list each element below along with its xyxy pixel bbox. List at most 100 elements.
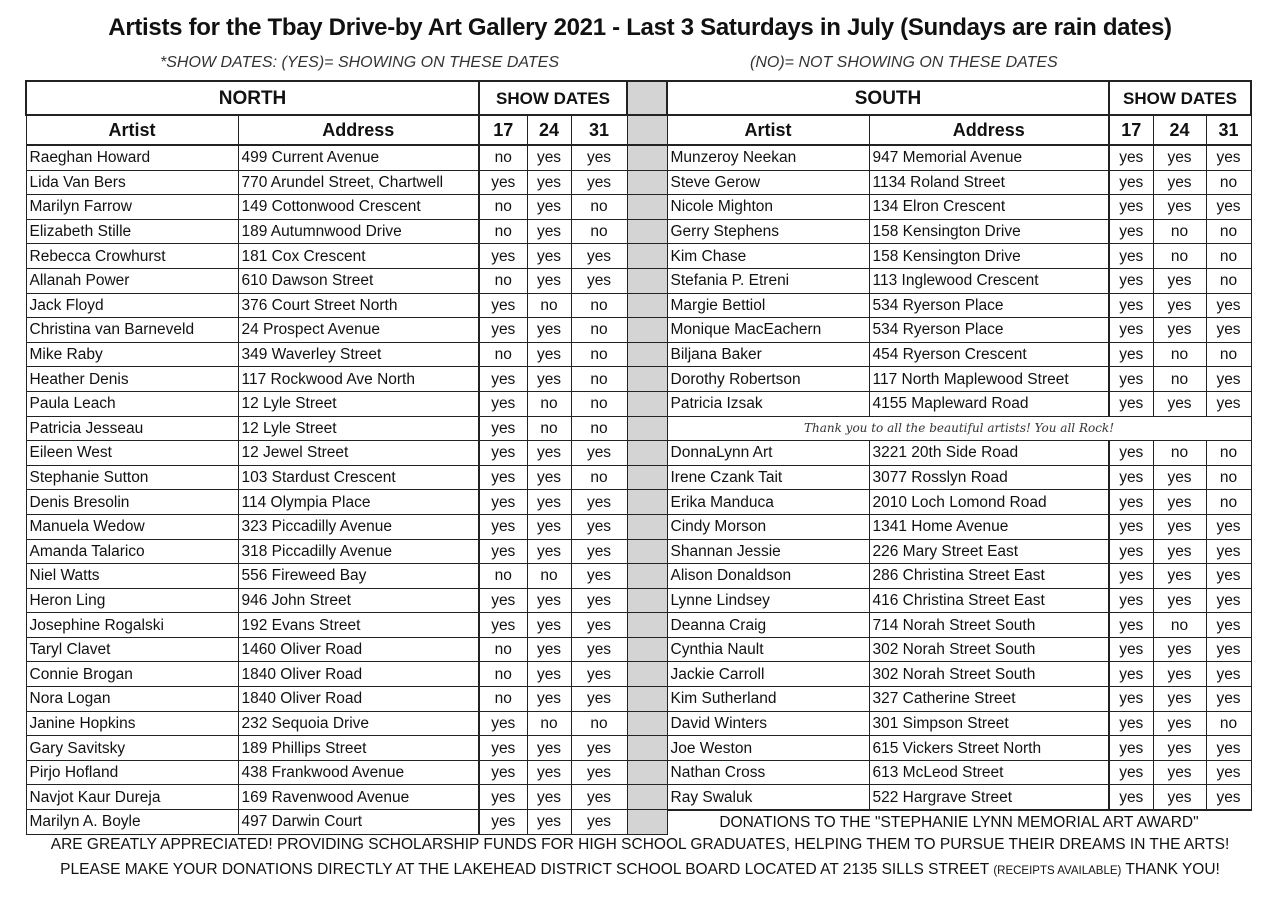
table-row: Deanna Craig 714 Norah Street South yes no y… — [666, 612, 1252, 638]
table-row: Munzeroy Neekan 947 Memorial Avenue yes yes… — [666, 144, 1252, 171]
show-24-cell: yes — [1152, 194, 1207, 220]
address-cell: 556 Fireweed Bay — [237, 563, 480, 589]
table-row: Joe Weston 615 Vickers Street North yes yes… — [666, 735, 1252, 761]
address-cell: 613 McLeod Street — [868, 759, 1110, 786]
address-cell: 232 Sequoia Drive — [237, 710, 480, 737]
separator-column — [626, 513, 668, 540]
address-cell: 134 Elron Crescent — [868, 194, 1110, 220]
column-header-17: 17 — [478, 114, 528, 146]
column-header-address: Address — [868, 114, 1110, 146]
show-24-cell: yes — [1152, 169, 1207, 196]
show-31-cell: yes — [1205, 636, 1252, 663]
table-row: DonnaLynn Art 3221 20th Side Road yes no no — [666, 440, 1252, 466]
address-cell: 158 Kensington Drive — [868, 218, 1110, 245]
show-31-cell: no — [570, 341, 628, 368]
show-31-cell: yes — [1205, 513, 1252, 540]
artist-cell: Dorothy Robertson — [666, 366, 870, 392]
show-17-cell: yes — [1108, 341, 1154, 368]
show-31-cell: yes — [570, 784, 628, 811]
artist-cell: Denis Bresolin — [25, 489, 239, 515]
separator-column — [626, 661, 668, 688]
table-row: Ray Swaluk 522 Hargrave Street yes yes yes — [666, 784, 1252, 811]
show-17-cell: yes — [1108, 267, 1154, 294]
show-17-cell: yes — [1108, 292, 1154, 319]
address-cell: 117 Rockwood Ave North — [237, 366, 480, 392]
separator-column — [626, 114, 668, 146]
artist-cell: Nicole Mighton — [666, 194, 870, 220]
show-24-cell: yes — [1152, 759, 1207, 786]
show-17-cell: yes — [478, 169, 528, 196]
table-row: Nicole Mighton 134 Elron Crescent yes yes ye… — [666, 194, 1252, 220]
artist-cell: Lynne Lindsey — [666, 587, 870, 614]
table-row: Cindy Morson 1341 Home Avenue yes yes yes — [666, 513, 1252, 540]
separator-column — [626, 341, 668, 368]
show-31-cell: yes — [570, 563, 628, 589]
separator-column — [626, 366, 668, 392]
table-row: Lynne Lindsey 416 Christina Street East ye… — [666, 587, 1252, 614]
address-cell: 12 Jewel Street — [237, 440, 480, 466]
artist-cell: Christina van Barneveld — [25, 317, 239, 343]
show-17-cell: yes — [478, 809, 528, 835]
artist-cell: Navjot Kaur Dureja — [25, 784, 239, 811]
artist-cell: Raeghan Howard — [25, 144, 239, 171]
separator-column — [626, 612, 668, 638]
artist-cell: Cindy Morson — [666, 513, 870, 540]
separator-column — [626, 759, 668, 786]
address-cell: 4155 Mapleward Road — [868, 390, 1110, 417]
show-24-cell: yes — [526, 587, 572, 614]
donations-heading: DONATIONS TO THE "STEPHANIE LYNN MEMORIA… — [667, 809, 1251, 835]
show-24-cell: no — [526, 390, 572, 417]
table-row: Raeghan Howard 499 Current Avenue no yes yes — [25, 144, 668, 171]
table-row: Denis Bresolin 114 Olympia Place yes yes yes — [25, 489, 668, 515]
address-cell: 438 Frankwood Avenue — [237, 759, 480, 786]
show-31-cell: yes — [570, 612, 628, 638]
show-31-cell: yes — [1205, 759, 1252, 786]
show-17-cell: yes — [1108, 489, 1154, 515]
show-24-cell: yes — [1152, 784, 1207, 811]
show-17-cell: yes — [478, 317, 528, 343]
show-31-cell: yes — [570, 735, 628, 761]
show-17-cell: yes — [1108, 218, 1154, 245]
show-24-cell: yes — [526, 366, 572, 392]
address-cell: 149 Cottonwood Crescent — [237, 194, 480, 220]
show-31-cell: yes — [1205, 538, 1252, 565]
show-17-cell: yes — [478, 759, 528, 786]
artist-cell: Kim Sutherland — [666, 686, 870, 712]
show-17-cell: yes — [1108, 636, 1154, 663]
table-row: Heather Denis 117 Rockwood Ave North yes ye… — [25, 366, 668, 392]
show-31-cell: yes — [570, 144, 628, 171]
artist-cell: Pirjo Hofland — [25, 759, 239, 786]
show-31-cell: yes — [1205, 390, 1252, 417]
show-17-cell: yes — [1108, 464, 1154, 491]
show-24-cell: yes — [1152, 686, 1207, 712]
footer-receipts-note: (RECEIPTS AVAILABLE) — [993, 865, 1122, 877]
show-31-cell: yes — [570, 809, 628, 835]
show-17-cell: no — [478, 267, 528, 294]
artist-cell: Josephine Rogalski — [25, 612, 239, 638]
show-24-cell: yes — [526, 489, 572, 515]
show-24-cell: yes — [1152, 144, 1207, 171]
address-cell: 1460 Oliver Road — [237, 636, 480, 663]
show-17-cell: yes — [478, 440, 528, 466]
show-31-cell: no — [570, 218, 628, 245]
address-cell: 114 Olympia Place — [237, 489, 480, 515]
show-17-cell: yes — [1108, 243, 1154, 269]
table-row: Cynthia Nault 302 Norah Street South yes ye… — [666, 636, 1252, 663]
table-row: Jackie Carroll 302 Norah Street South yes y… — [666, 661, 1252, 688]
show-31-cell: yes — [1205, 563, 1252, 589]
column-header-31: 31 — [1205, 114, 1252, 146]
address-cell: 327 Catherine Street — [868, 686, 1110, 712]
artist-cell: Allanah Power — [25, 267, 239, 294]
show-31-cell: no — [1205, 218, 1252, 245]
show-31-cell: yes — [1205, 612, 1252, 638]
show-17-cell: yes — [1108, 735, 1154, 761]
show-17-cell: yes — [1108, 710, 1154, 737]
show-17-cell: yes — [1108, 686, 1154, 712]
show-17-cell: yes — [1108, 784, 1154, 811]
show-17-cell: no — [478, 686, 528, 712]
column-header-24: 24 — [526, 114, 572, 146]
table-row: Erika Manduca 2010 Loch Lomond Road yes yes… — [666, 489, 1252, 515]
show-31-cell: yes — [570, 440, 628, 466]
address-cell: 2010 Loch Lomond Road — [868, 489, 1110, 515]
address-cell: 117 North Maplewood Street — [868, 366, 1110, 392]
